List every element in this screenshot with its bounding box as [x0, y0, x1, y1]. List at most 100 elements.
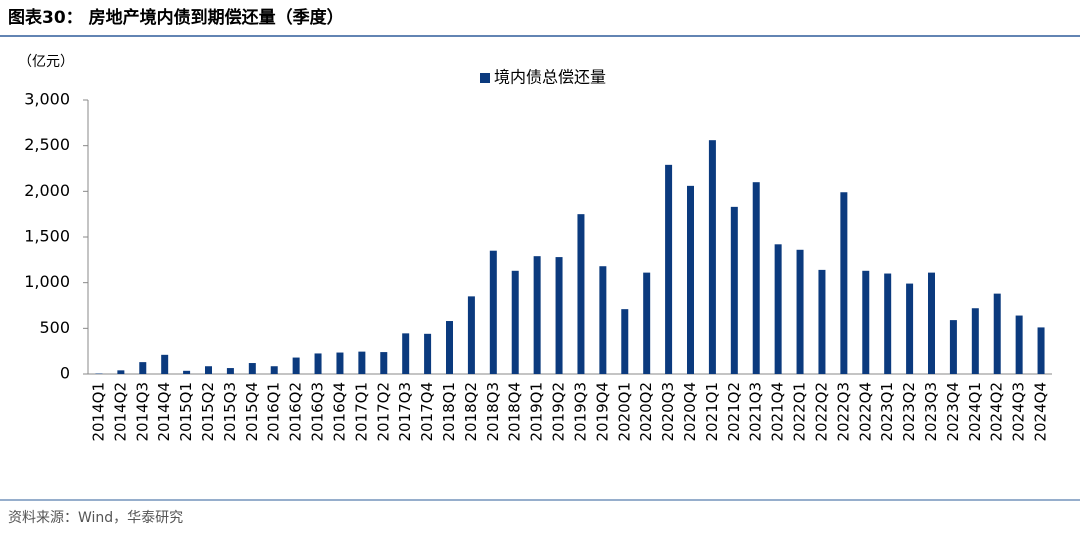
bar	[468, 296, 475, 374]
x-tick-label: 2019Q3	[571, 382, 589, 442]
x-tick-label: 2021Q3	[747, 382, 765, 442]
x-tick-label: 2018Q3	[484, 382, 502, 442]
bar	[1038, 327, 1045, 374]
bar	[161, 355, 168, 374]
bar	[994, 294, 1001, 374]
x-tick-label: 2020Q1	[615, 382, 633, 442]
source: 资料来源：Wind，华泰研究	[8, 510, 183, 526]
x-tick-label: 2019Q2	[550, 382, 568, 442]
bar	[227, 368, 234, 374]
bar	[358, 352, 365, 374]
bar	[512, 271, 519, 374]
bar	[577, 214, 584, 374]
x-tick-label: 2017Q2	[374, 382, 392, 442]
bar	[928, 273, 935, 374]
y-tick-label: 500	[39, 318, 70, 337]
x-tick-label: 2023Q1	[878, 382, 896, 442]
bar	[490, 251, 497, 374]
x-tick-label: 2015Q3	[221, 382, 239, 442]
legend-swatch	[480, 73, 490, 83]
bar	[818, 270, 825, 374]
bar	[139, 362, 146, 374]
bar	[884, 274, 891, 374]
bar	[183, 371, 190, 374]
bar	[271, 366, 278, 374]
x-tick-label: 2020Q4	[681, 382, 699, 442]
bar	[402, 333, 409, 374]
x-tick-label: 2020Q3	[659, 382, 677, 442]
x-tick-label: 2017Q4	[418, 382, 436, 442]
y-tick-label: 3,000	[24, 90, 70, 109]
x-tick-label: 2015Q4	[243, 382, 261, 442]
x-tick-label: 2024Q2	[988, 382, 1006, 442]
x-tick-label: 2024Q1	[966, 382, 984, 442]
bar	[556, 257, 563, 374]
bar	[446, 321, 453, 374]
x-tick-label: 2016Q2	[287, 382, 305, 442]
bar	[731, 207, 738, 374]
y-tick-label: 2,000	[24, 181, 70, 200]
x-tick-label: 2014Q4	[155, 382, 173, 442]
x-tick-label: 2023Q3	[922, 382, 940, 442]
x-tick-label: 2021Q1	[703, 382, 721, 442]
bar	[840, 192, 847, 374]
x-tick-label: 2021Q4	[769, 382, 787, 442]
bar	[862, 271, 869, 374]
x-tick-label: 2023Q2	[900, 382, 918, 442]
bar	[293, 358, 300, 374]
x-tick-label: 2020Q2	[637, 382, 655, 442]
bar	[534, 256, 541, 374]
bar	[665, 165, 672, 374]
bar	[380, 352, 387, 374]
bar	[424, 334, 431, 374]
x-tick-label: 2022Q3	[834, 382, 852, 442]
bar	[315, 353, 322, 374]
x-tick-label: 2016Q3	[309, 382, 327, 442]
x-tick-label: 2022Q4	[856, 382, 874, 442]
y-tick-label: 0	[60, 364, 70, 383]
bar	[797, 250, 804, 374]
x-tick-label: 2018Q2	[462, 382, 480, 442]
bar	[336, 353, 343, 374]
legend-label: 境内债总偿还量	[494, 68, 606, 87]
bar	[1016, 316, 1023, 374]
x-tick-label: 2019Q1	[528, 382, 546, 442]
y-tick-label: 1,000	[24, 272, 70, 291]
x-tick-label: 2023Q4	[944, 382, 962, 442]
x-tick-label: 2022Q1	[791, 382, 809, 442]
bar	[687, 186, 694, 374]
x-tick-label: 2024Q3	[1010, 382, 1028, 442]
bar	[205, 366, 212, 374]
x-tick-label: 2015Q2	[199, 382, 217, 442]
x-tick-label: 2018Q4	[506, 382, 524, 442]
x-tick-label: 2014Q1	[89, 382, 107, 442]
x-tick-label: 2017Q3	[396, 382, 414, 442]
x-tick-label: 2017Q1	[352, 382, 370, 442]
y-unit: （亿元）	[18, 54, 74, 70]
bar	[249, 363, 256, 374]
x-tick-label: 2014Q2	[111, 382, 129, 442]
y-tick-label: 1,500	[24, 227, 70, 246]
x-tick-label: 2022Q2	[812, 382, 830, 442]
x-tick-label: 2015Q1	[177, 382, 195, 442]
bar	[643, 273, 650, 374]
x-tick-label: 2016Q4	[330, 382, 348, 442]
bar	[775, 244, 782, 374]
x-tick-label: 2024Q4	[1032, 382, 1050, 442]
bar	[599, 266, 606, 374]
bar	[906, 284, 913, 374]
x-tick-label: 2018Q1	[440, 382, 458, 442]
x-tick-label: 2016Q1	[265, 382, 283, 442]
bar	[950, 320, 957, 374]
bar	[753, 182, 760, 374]
y-tick-label: 2,500	[24, 135, 70, 154]
bar	[621, 309, 628, 374]
bar	[117, 370, 124, 374]
chart-title: 图表30： 房地产境内债到期偿还量（季度）	[8, 7, 344, 28]
bar	[709, 140, 716, 374]
x-tick-label: 2021Q2	[725, 382, 743, 442]
bar	[972, 308, 979, 374]
x-tick-label: 2019Q4	[593, 382, 611, 442]
x-tick-label: 2014Q3	[133, 382, 151, 442]
